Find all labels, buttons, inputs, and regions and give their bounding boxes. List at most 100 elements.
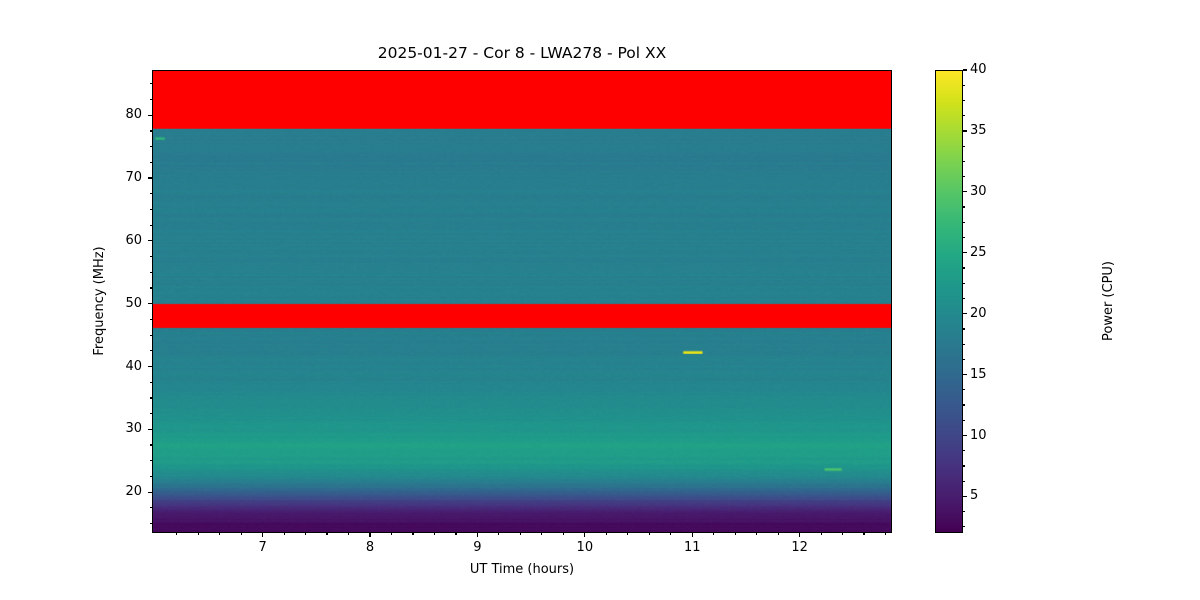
- colorbar-tick-mark-minor: [963, 267, 966, 269]
- y-tick-mark-minor: [149, 287, 152, 289]
- y-tick-mark: [148, 177, 152, 179]
- y-tick-mark-minor: [149, 98, 152, 101]
- colorbar-tick-mark: [963, 69, 967, 71]
- colorbar-tick-mark: [963, 313, 967, 315]
- colorbar-tick-label: 15: [970, 366, 987, 382]
- colorbar-tick-mark-minor: [963, 99, 966, 102]
- x-tick-mark-minor: [390, 533, 393, 536]
- page-title: 2025-01-27 - Cor 8 - LWA278 - Pol XX: [377, 44, 667, 62]
- colorbar-tick-mark-minor: [963, 176, 966, 178]
- x-tick-mark-minor: [240, 533, 242, 536]
- colorbar-tick-mark-minor: [963, 328, 966, 330]
- colorbar-tick-mark-minor: [963, 526, 966, 528]
- x-tick-mark: [584, 533, 586, 537]
- y-tick-mark: [148, 428, 152, 430]
- colorbar-tick-mark: [963, 191, 967, 193]
- x-tick-mark-minor: [347, 533, 350, 536]
- y-tick-mark-minor: [149, 444, 152, 446]
- spectrogram-image: [153, 71, 891, 532]
- y-tick-mark: [148, 303, 152, 305]
- x-tick-mark-minor: [648, 533, 650, 536]
- x-tick-mark-minor: [562, 533, 564, 536]
- colorbar-tick-mark-minor: [963, 465, 966, 467]
- x-tick-mark-minor: [519, 533, 521, 536]
- y-tick-mark-minor: [149, 350, 152, 352]
- x-tick-mark-minor: [734, 533, 736, 536]
- colorbar-tick-mark: [963, 130, 967, 132]
- x-tick-mark: [369, 533, 371, 537]
- colorbar-tick-mark-minor: [963, 419, 966, 421]
- colorbar-tick-mark-minor: [963, 206, 966, 208]
- x-tick-mark-minor: [841, 533, 844, 536]
- x-tick-mark-minor: [670, 533, 672, 536]
- x-tick-label: 7: [258, 540, 267, 555]
- colorbar-tick-mark-minor: [963, 84, 966, 86]
- x-tick-mark-minor: [713, 533, 715, 536]
- x-tick-label: 11: [683, 540, 701, 555]
- x-tick-mark-minor: [219, 533, 221, 536]
- colorbar-gradient: [936, 71, 962, 532]
- y-tick-mark-minor: [149, 381, 152, 383]
- colorbar-tick-mark-minor: [963, 297, 966, 300]
- colorbar-tick-mark-minor: [963, 389, 966, 391]
- colorbar[interactable]: [935, 70, 963, 533]
- colorbar-tick-label: 5: [970, 488, 979, 504]
- x-tick-mark-minor: [605, 533, 607, 536]
- colorbar-tick-label: 20: [970, 305, 987, 321]
- colorbar-tick-mark: [963, 434, 967, 437]
- x-tick-label: 9: [473, 540, 482, 555]
- x-tick-mark: [799, 533, 801, 537]
- x-tick-mark: [691, 533, 693, 537]
- colorbar-title: Power (CPU): [1101, 261, 1116, 342]
- y-tick-mark-minor: [149, 334, 152, 336]
- y-tick-mark-minor: [149, 130, 152, 132]
- colorbar-tick-mark-minor: [963, 282, 966, 284]
- y-tick-mark-minor: [149, 193, 152, 195]
- x-tick-mark-minor: [820, 533, 822, 536]
- x-tick-mark-minor: [777, 533, 779, 536]
- y-tick-label: 70: [125, 170, 142, 186]
- y-tick-mark: [148, 365, 152, 368]
- x-tick-mark: [476, 533, 479, 537]
- x-tick-mark-minor: [326, 533, 328, 536]
- x-tick-mark-minor: [197, 533, 199, 536]
- x-tick-mark: [262, 533, 264, 537]
- y-tick-mark: [148, 240, 152, 242]
- y-tick-mark-minor: [149, 475, 152, 478]
- colorbar-tick-mark-minor: [963, 343, 966, 345]
- colorbar-tick-mark-minor: [963, 404, 966, 406]
- x-tick-mark-minor: [863, 533, 865, 536]
- x-tick-mark-minor: [627, 533, 629, 536]
- colorbar-tick-mark-minor: [963, 221, 966, 223]
- x-tick-mark-minor: [412, 533, 414, 536]
- x-tick-mark-minor: [884, 533, 887, 536]
- colorbar-tick-mark-minor: [963, 236, 966, 239]
- x-tick-mark-minor: [433, 533, 436, 536]
- x-tick-mark-minor: [455, 533, 457, 536]
- y-tick-mark-minor: [149, 397, 152, 399]
- y-tick-label: 30: [125, 421, 142, 437]
- y-tick-mark-minor: [149, 318, 152, 320]
- y-tick-mark-minor: [149, 224, 152, 226]
- y-tick-mark-minor: [149, 271, 152, 273]
- y-axis-title: Frequency (MHz): [92, 246, 107, 356]
- y-tick-label: 60: [125, 232, 142, 248]
- colorbar-tick-mark-minor: [963, 358, 966, 360]
- colorbar-tick-mark-minor: [963, 160, 966, 162]
- colorbar-tick-mark: [963, 374, 967, 376]
- y-tick-mark-minor: [149, 146, 152, 148]
- colorbar-tick-label: 25: [970, 244, 987, 260]
- y-tick-mark: [148, 114, 152, 116]
- x-tick-mark-minor: [756, 533, 758, 536]
- y-tick-mark: [148, 491, 152, 493]
- spectrogram-axes[interactable]: [152, 70, 892, 533]
- colorbar-tick-mark-minor: [963, 145, 966, 147]
- y-tick-label: 80: [125, 107, 142, 123]
- y-tick-mark-minor: [149, 208, 152, 211]
- x-tick-label: 10: [576, 540, 594, 555]
- y-tick-mark-minor: [149, 507, 152, 509]
- colorbar-tick-label: 40: [970, 62, 987, 77]
- y-tick-mark-minor: [149, 161, 152, 163]
- y-tick-mark-minor: [149, 255, 152, 258]
